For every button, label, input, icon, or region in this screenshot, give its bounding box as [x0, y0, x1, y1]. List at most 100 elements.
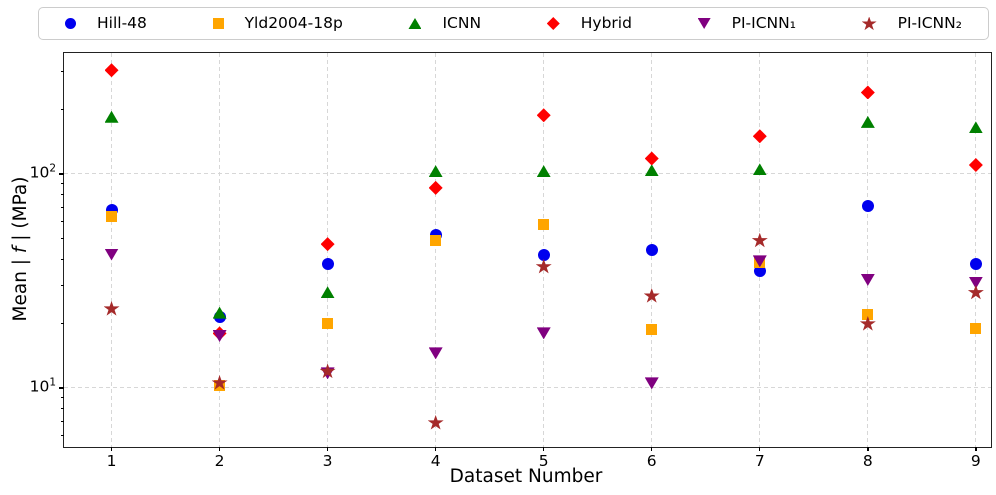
marker-hill-48-dataset-9: [969, 257, 982, 270]
legend-label-yld2004-18p: Yld2004-18p: [244, 13, 343, 32]
x-tick-label-4: 4: [430, 452, 441, 470]
y-tick-base: 10: [29, 377, 50, 396]
x-tick-7: [759, 447, 761, 451]
marker-pi-icnn1-dataset-1: [104, 248, 119, 261]
y-minor-tick-60: [61, 220, 64, 222]
legend: Hill-48 Yld2004-18p ICNN Hybrid PI-ICNN₁ PI-I…: [38, 7, 989, 40]
x-tick-3: [326, 447, 329, 451]
y-minor-tick-6: [61, 434, 64, 436]
y-tick-10: [59, 387, 64, 389]
legend-item-icnn: ICNN: [408, 13, 482, 32]
y-minor-tick-9: [61, 397, 64, 399]
marker-icnn-dataset-9: [968, 121, 983, 134]
marker-yld2004-18p-dataset-9: [970, 322, 982, 334]
x-tick-label-3: 3: [322, 452, 333, 470]
x-tick-8: [867, 447, 869, 451]
marker-icnn-dataset-8: [860, 115, 875, 128]
x-tick-label-2: 2: [214, 452, 225, 470]
y-minor-tick-8: [61, 408, 64, 410]
legend-item-pi-icnn2: PI-ICNN₂: [861, 15, 962, 32]
marker-hybrid-dataset-9: [968, 158, 983, 173]
marker-yld2004-18p-dataset-3: [322, 318, 334, 330]
marker-hybrid-dataset-4: [428, 180, 443, 195]
hybrid-legend-marker-icon: [546, 17, 560, 30]
y-minor-tick-20: [61, 323, 64, 325]
marker-yld2004-18p-dataset-5: [538, 219, 550, 231]
y-tick-base: 10: [29, 163, 50, 182]
y-minor-tick-70: [61, 206, 64, 208]
marker-hill-48-dataset-3: [321, 257, 334, 270]
y-tick-label-100: 102: [29, 162, 56, 182]
marker-hybrid-dataset-5: [536, 108, 551, 123]
y-axis-label: Mean | f | (MPa): [9, 176, 31, 322]
gridline-x-7: [759, 53, 761, 447]
y-minor-tick-80: [61, 194, 64, 196]
marker-hybrid-dataset-7: [752, 129, 767, 144]
marker-icnn-dataset-6: [644, 164, 659, 177]
y-minor-tick-30: [61, 285, 64, 287]
legend-label-hill-48: Hill-48: [97, 13, 147, 32]
y-tick-exponent: 2: [49, 162, 56, 175]
x-tick-1: [110, 447, 113, 451]
x-tick-9: [975, 447, 977, 451]
x-axis-label: Dataset Number: [449, 466, 603, 487]
x-tick-label-7: 7: [754, 452, 765, 470]
x-tick-label-1: 1: [106, 452, 117, 470]
x-tick-5: [543, 447, 545, 451]
y-tick-label-10: 101: [29, 376, 56, 396]
y-axis-label-f-symbol: f: [9, 246, 31, 254]
marker-pi-icnn1-dataset-8: [860, 273, 875, 286]
marker-icnn-dataset-3: [320, 286, 335, 299]
marker-yld2004-18p-dataset-4: [430, 234, 442, 246]
legend-label-hybrid: Hybrid: [580, 13, 632, 32]
x-tick-2: [218, 447, 221, 451]
marker-hybrid-dataset-1: [104, 63, 119, 78]
marker-yld2004-18p-dataset-6: [646, 324, 658, 336]
legend-item-hill-48: Hill-48: [65, 13, 147, 32]
y-minor-tick-7: [61, 420, 64, 422]
marker-icnn-dataset-4: [428, 165, 443, 178]
x-tick-label-6: 6: [646, 452, 657, 470]
y-minor-tick-300: [61, 71, 64, 73]
marker-pi-icnn1-dataset-5: [536, 327, 551, 340]
x-tick-label-9: 9: [970, 452, 981, 470]
marker-yld2004-18p-dataset-8: [862, 309, 874, 321]
marker-hill-48-dataset-8: [861, 199, 874, 212]
y-tick-100: [59, 173, 64, 175]
y-axis-label-suffix: | (MPa): [9, 176, 31, 247]
gridline-y-10: [64, 387, 991, 389]
x-tick-label-5: 5: [538, 452, 549, 470]
hill-48-legend-marker-icon: [65, 18, 76, 29]
marker-hybrid-dataset-6: [644, 151, 659, 166]
pi-icnn2-legend-marker-icon: [861, 16, 877, 31]
y-tick-exponent: 1: [49, 376, 56, 389]
y-minor-tick-40: [61, 258, 64, 260]
marker-icnn-dataset-5: [536, 165, 551, 178]
marker-hill-48-dataset-6: [645, 244, 658, 257]
legend-item-yld2004-18p: Yld2004-18p: [212, 13, 343, 32]
marker-yld2004-18p-dataset-1: [106, 211, 118, 223]
x-tick-6: [651, 447, 653, 451]
gridline-y-100: [64, 173, 991, 175]
pi-icnn1-legend-marker-icon: [697, 18, 711, 29]
gridline-x-4: [435, 53, 437, 447]
y-axis-label-prefix: Mean |: [9, 253, 31, 322]
icnn-legend-marker-icon: [408, 18, 422, 29]
legend-label-icnn: ICNN: [442, 13, 482, 32]
y-minor-tick-50: [61, 237, 64, 239]
legend-item-hybrid: Hybrid: [546, 13, 632, 32]
plot-area: 1 2 3 4 5 6 7 8 9 101 102: [30, 52, 992, 469]
marker-hill-48-dataset-5: [537, 248, 550, 261]
legend-label-pi-icnn1: PI-ICNN₁: [731, 13, 796, 32]
marker-hybrid-dataset-3: [320, 237, 335, 252]
gridline-x-2: [219, 53, 221, 447]
gridline-x-9: [975, 53, 977, 447]
marker-icnn-dataset-1: [104, 110, 119, 123]
marker-pi-icnn1-dataset-2: [212, 329, 227, 342]
yld2004-18p-legend-marker-icon: [212, 18, 224, 29]
marker-hill-48-dataset-7: [753, 265, 766, 278]
marker-icnn-dataset-7: [752, 163, 767, 176]
legend-item-pi-icnn1: PI-ICNN₁: [697, 13, 796, 32]
x-tick-4: [434, 447, 437, 451]
marker-pi-icnn1-dataset-4: [428, 347, 443, 360]
